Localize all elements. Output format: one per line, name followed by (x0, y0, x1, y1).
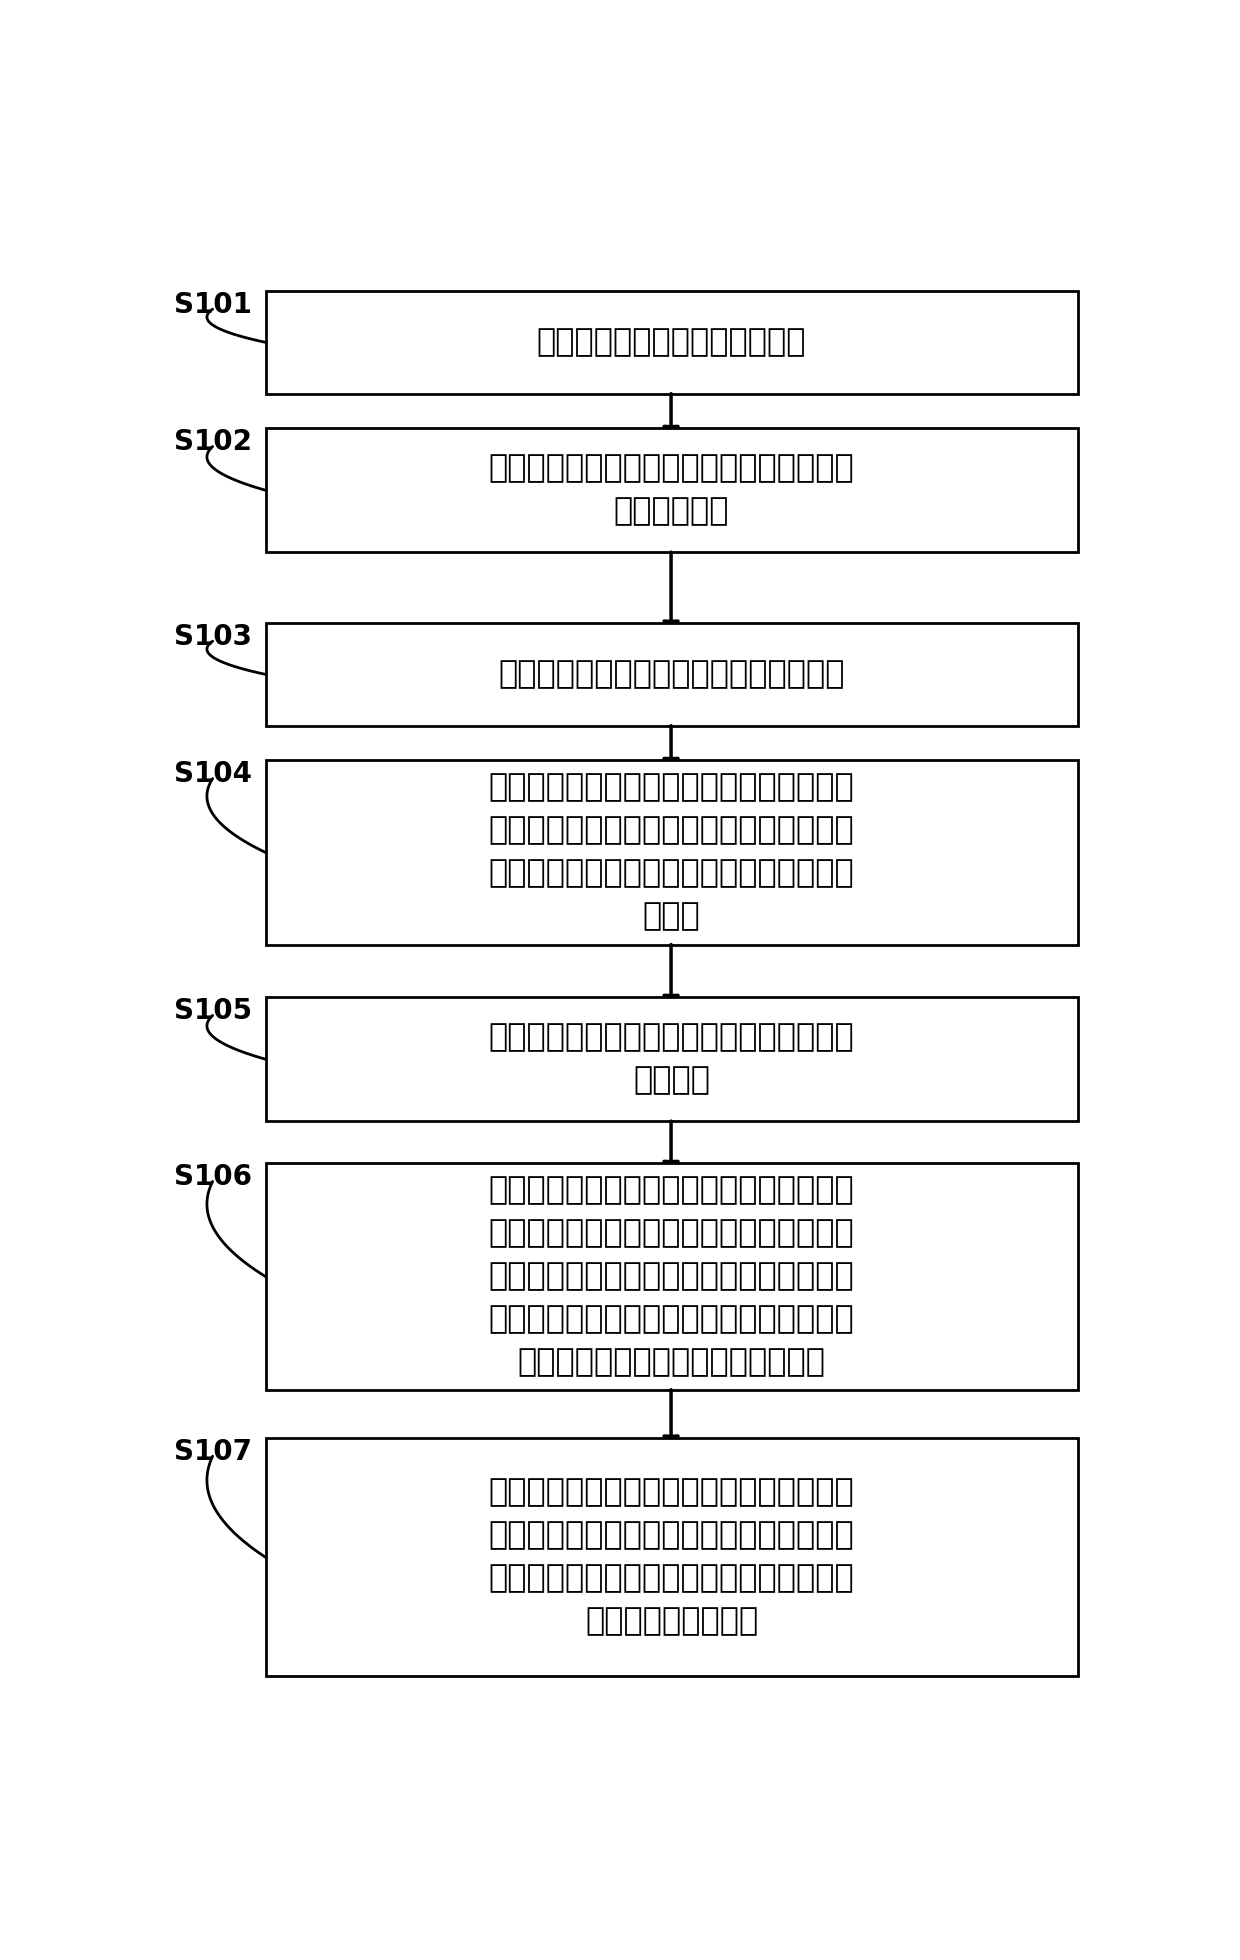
Bar (265, 760, 1078, 945)
Bar (265, 429, 1078, 553)
Text: 获取与所述待判定运营商对应的所述规范停
车数据组: 获取与所述待判定运营商对应的所述规范停 车数据组 (489, 1023, 854, 1096)
Text: 从所述待判定运营商对应的电子标签数据总
量组中，去除所述待判定运营商提供的实时
订单数据组和与所述待判定运营商对应的所
述规范停车数据组中的电子标签数据，得到
: 从所述待判定运营商对应的电子标签数据总 量组中，去除所述待判定运营商提供的实时 … (489, 1176, 854, 1378)
Text: S105: S105 (174, 998, 252, 1025)
Text: 用所述待判定运营商的违停单车数据组中的
数据量除以所述待判定运营商对应的电子标
签数据总量组中的数据量，得到所述待判定
运营商的单车违停率: 用所述待判定运营商的违停单车数据组中的 数据量除以所述待判定运营商对应的电子标 … (489, 1478, 854, 1637)
Text: 接收读卡器传输的电子标签数据: 接收读卡器传输的电子标签数据 (537, 327, 806, 359)
Bar (265, 623, 1078, 725)
Bar (265, 290, 1078, 394)
Bar (265, 998, 1078, 1121)
Text: S102: S102 (174, 429, 252, 457)
Text: S106: S106 (174, 1164, 252, 1192)
Text: 接收待判定运营商提供的实时订单数据组: 接收待判定运营商提供的实时订单数据组 (498, 659, 844, 690)
Text: 在预定时间段内统计接收到同一所述电子标
签数据的次数: 在预定时间段内统计接收到同一所述电子标 签数据的次数 (489, 453, 854, 527)
Text: S104: S104 (174, 760, 252, 788)
Bar (265, 1439, 1078, 1676)
Text: S107: S107 (174, 1439, 252, 1466)
Bar (265, 1164, 1078, 1390)
Text: S103: S103 (174, 623, 252, 651)
Text: S101: S101 (174, 290, 252, 319)
Text: 获取电子标签存储库中所有包括所述待判定
运营商的运营商信息的所述电子标签数据，
构成所述待判定运营商对应的电子标签数据
总量组: 获取电子标签存储库中所有包括所述待判定 运营商的运营商信息的所述电子标签数据， … (489, 772, 854, 933)
